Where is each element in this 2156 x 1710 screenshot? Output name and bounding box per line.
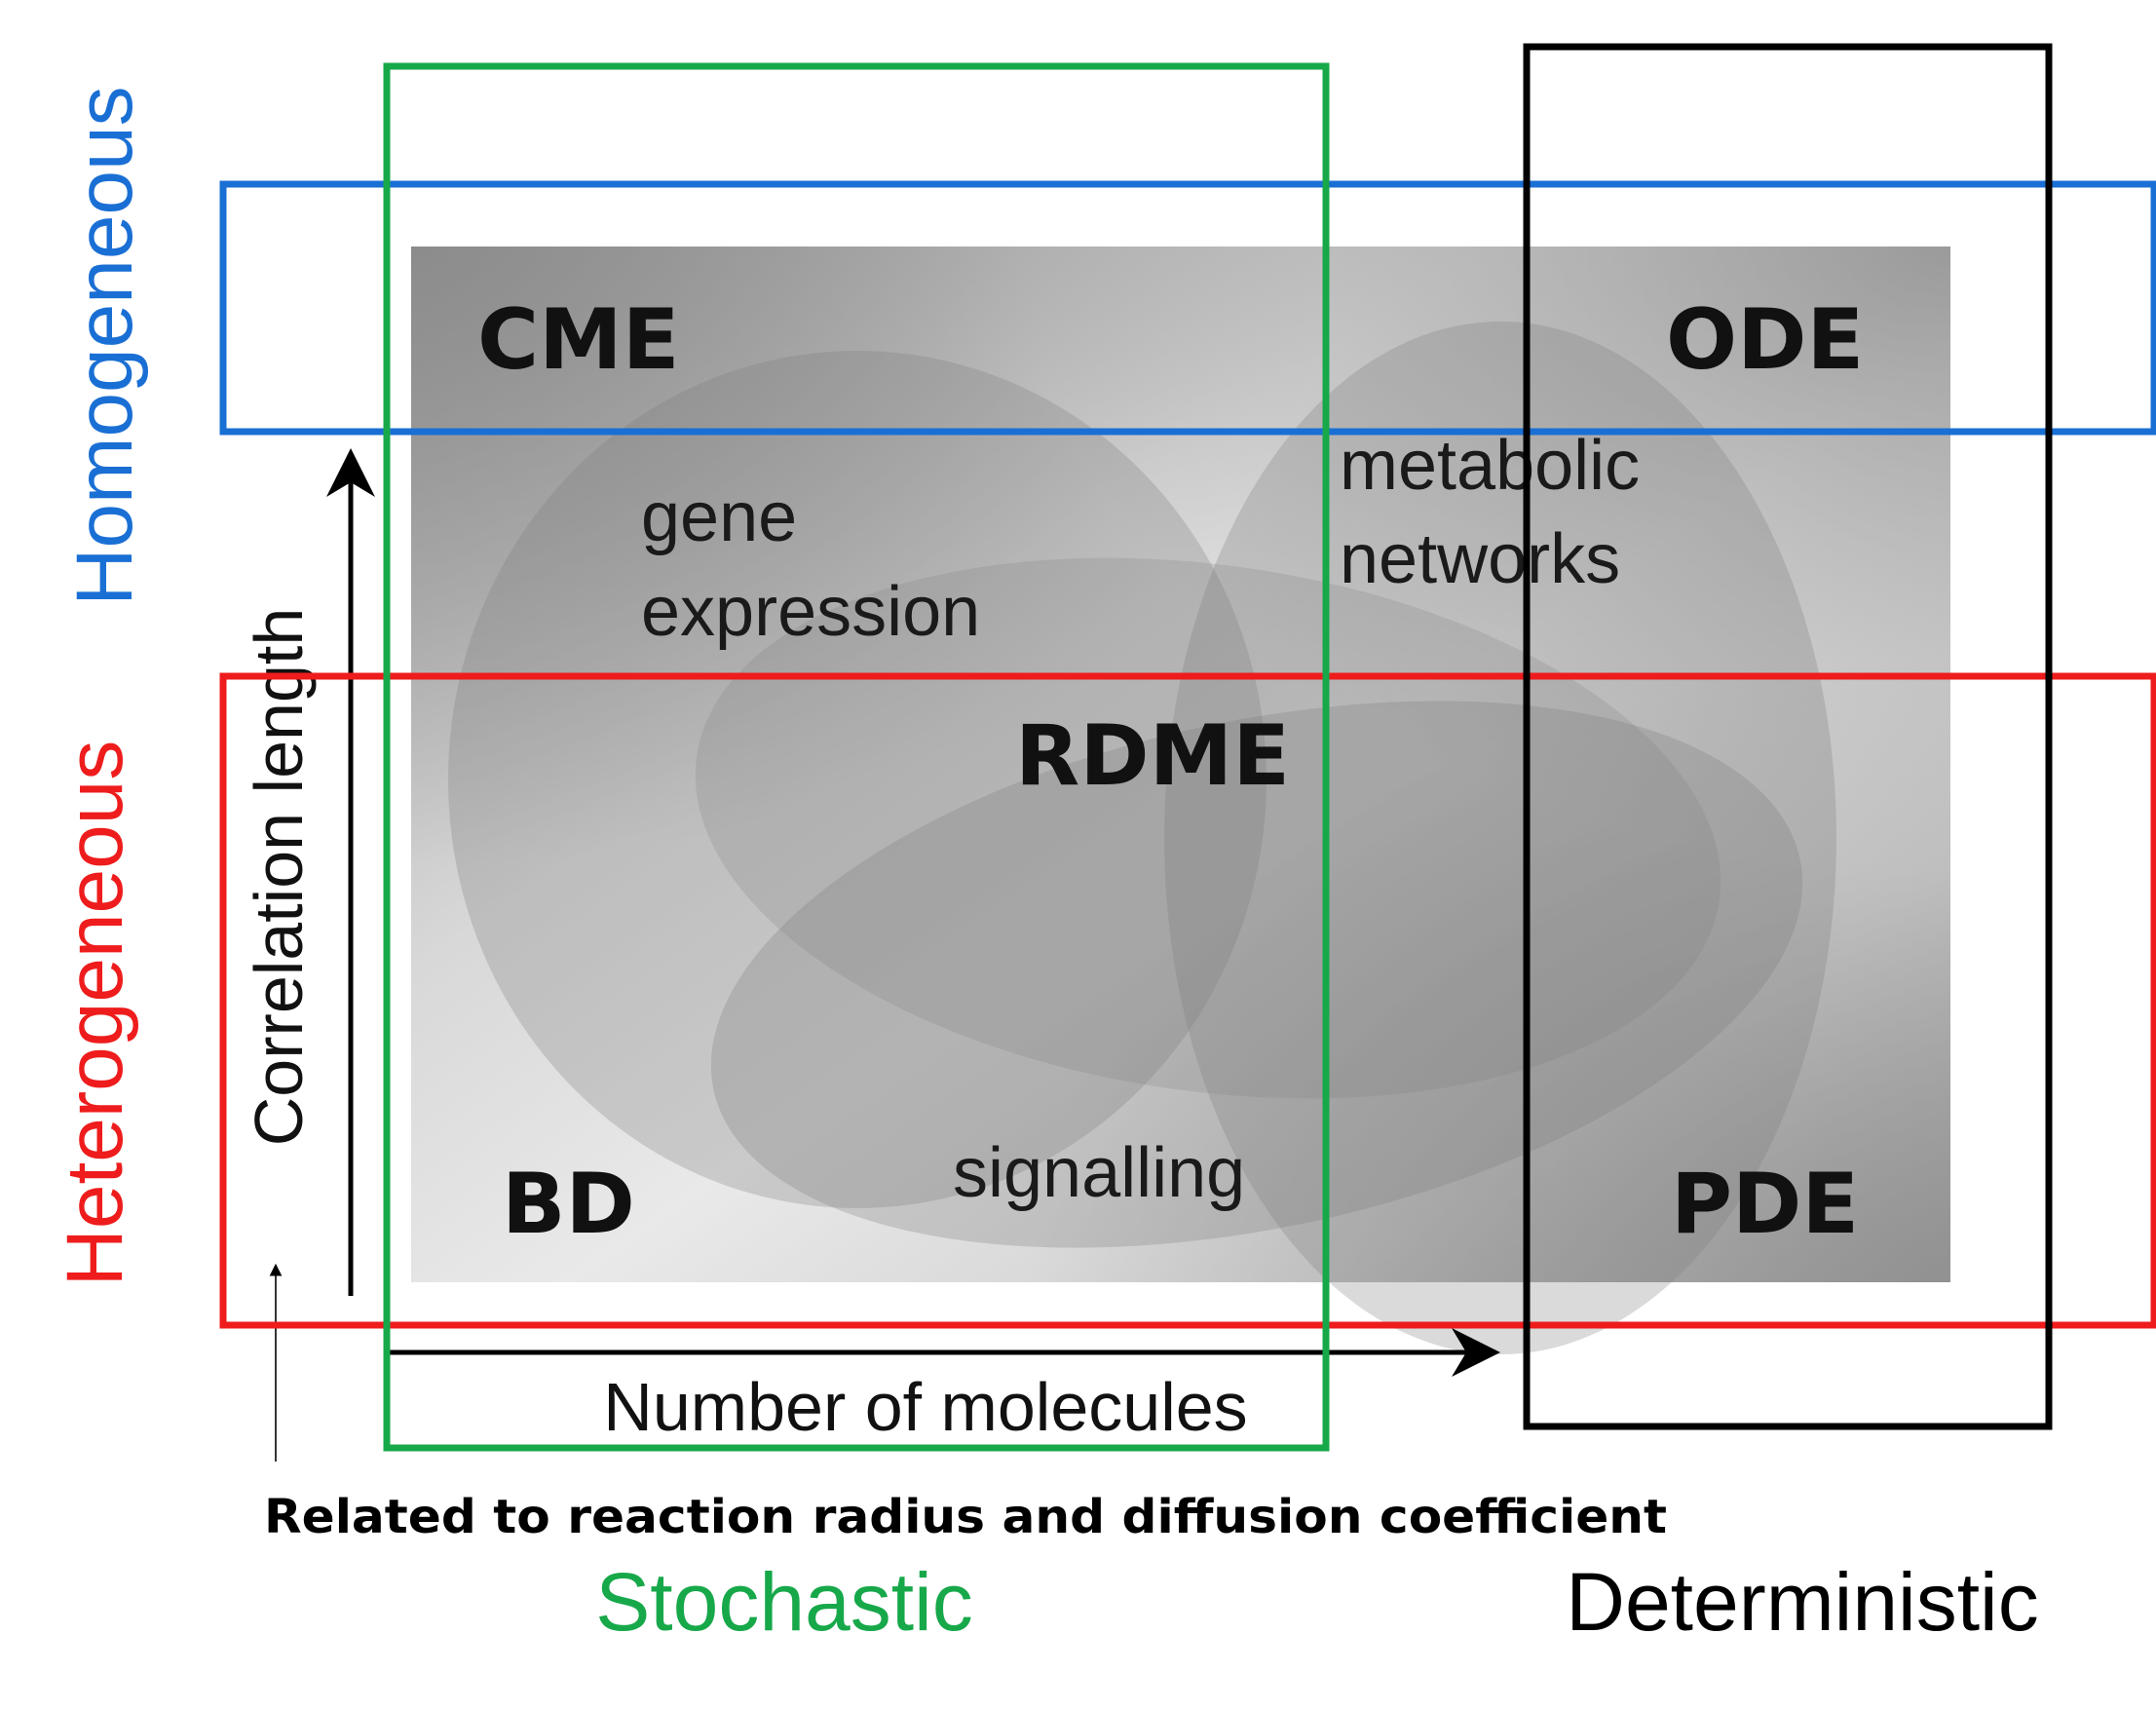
rdme-label: RDME [1015, 707, 1290, 805]
cme-label: CME [477, 291, 679, 389]
homogeneous-box [219, 180, 2156, 436]
signalling-label: signalling [953, 1134, 1245, 1212]
bd-label: BD [502, 1156, 635, 1253]
stochastic-label: Stochastic [595, 1556, 973, 1648]
rdme-ellipse [695, 557, 1721, 1099]
gene-label-line2: expression [641, 573, 980, 651]
deterministic-label: Deterministic [1566, 1556, 2038, 1648]
homogeneous-label: Homogeneous [60, 86, 149, 605]
gene-label-line1: gene [641, 478, 797, 556]
heterogeneous-label: Heterogeneous [51, 741, 139, 1287]
y-axis-label: Correlation length [241, 608, 317, 1147]
overlap-ellipses [448, 322, 1836, 1354]
y-axis-note: Related to reaction radius and diffusion… [264, 1490, 1667, 1544]
pde-label: PDE [1671, 1156, 1859, 1253]
metabolic-label-line1: metabolic [1340, 427, 1640, 505]
heterogeneous-box [219, 672, 2156, 1329]
deterministic-box [1523, 43, 2053, 1430]
gene-expression-ellipse [448, 351, 1267, 1208]
metabolic-networks-ellipse [1164, 322, 1836, 1354]
ode-label: ODE [1666, 291, 1864, 389]
x-axis-label: Number of molecules [603, 1369, 1247, 1445]
stochastic-box [383, 62, 1330, 1452]
background-panel [411, 247, 1950, 1282]
metabolic-label-line2: networks [1340, 520, 1620, 598]
